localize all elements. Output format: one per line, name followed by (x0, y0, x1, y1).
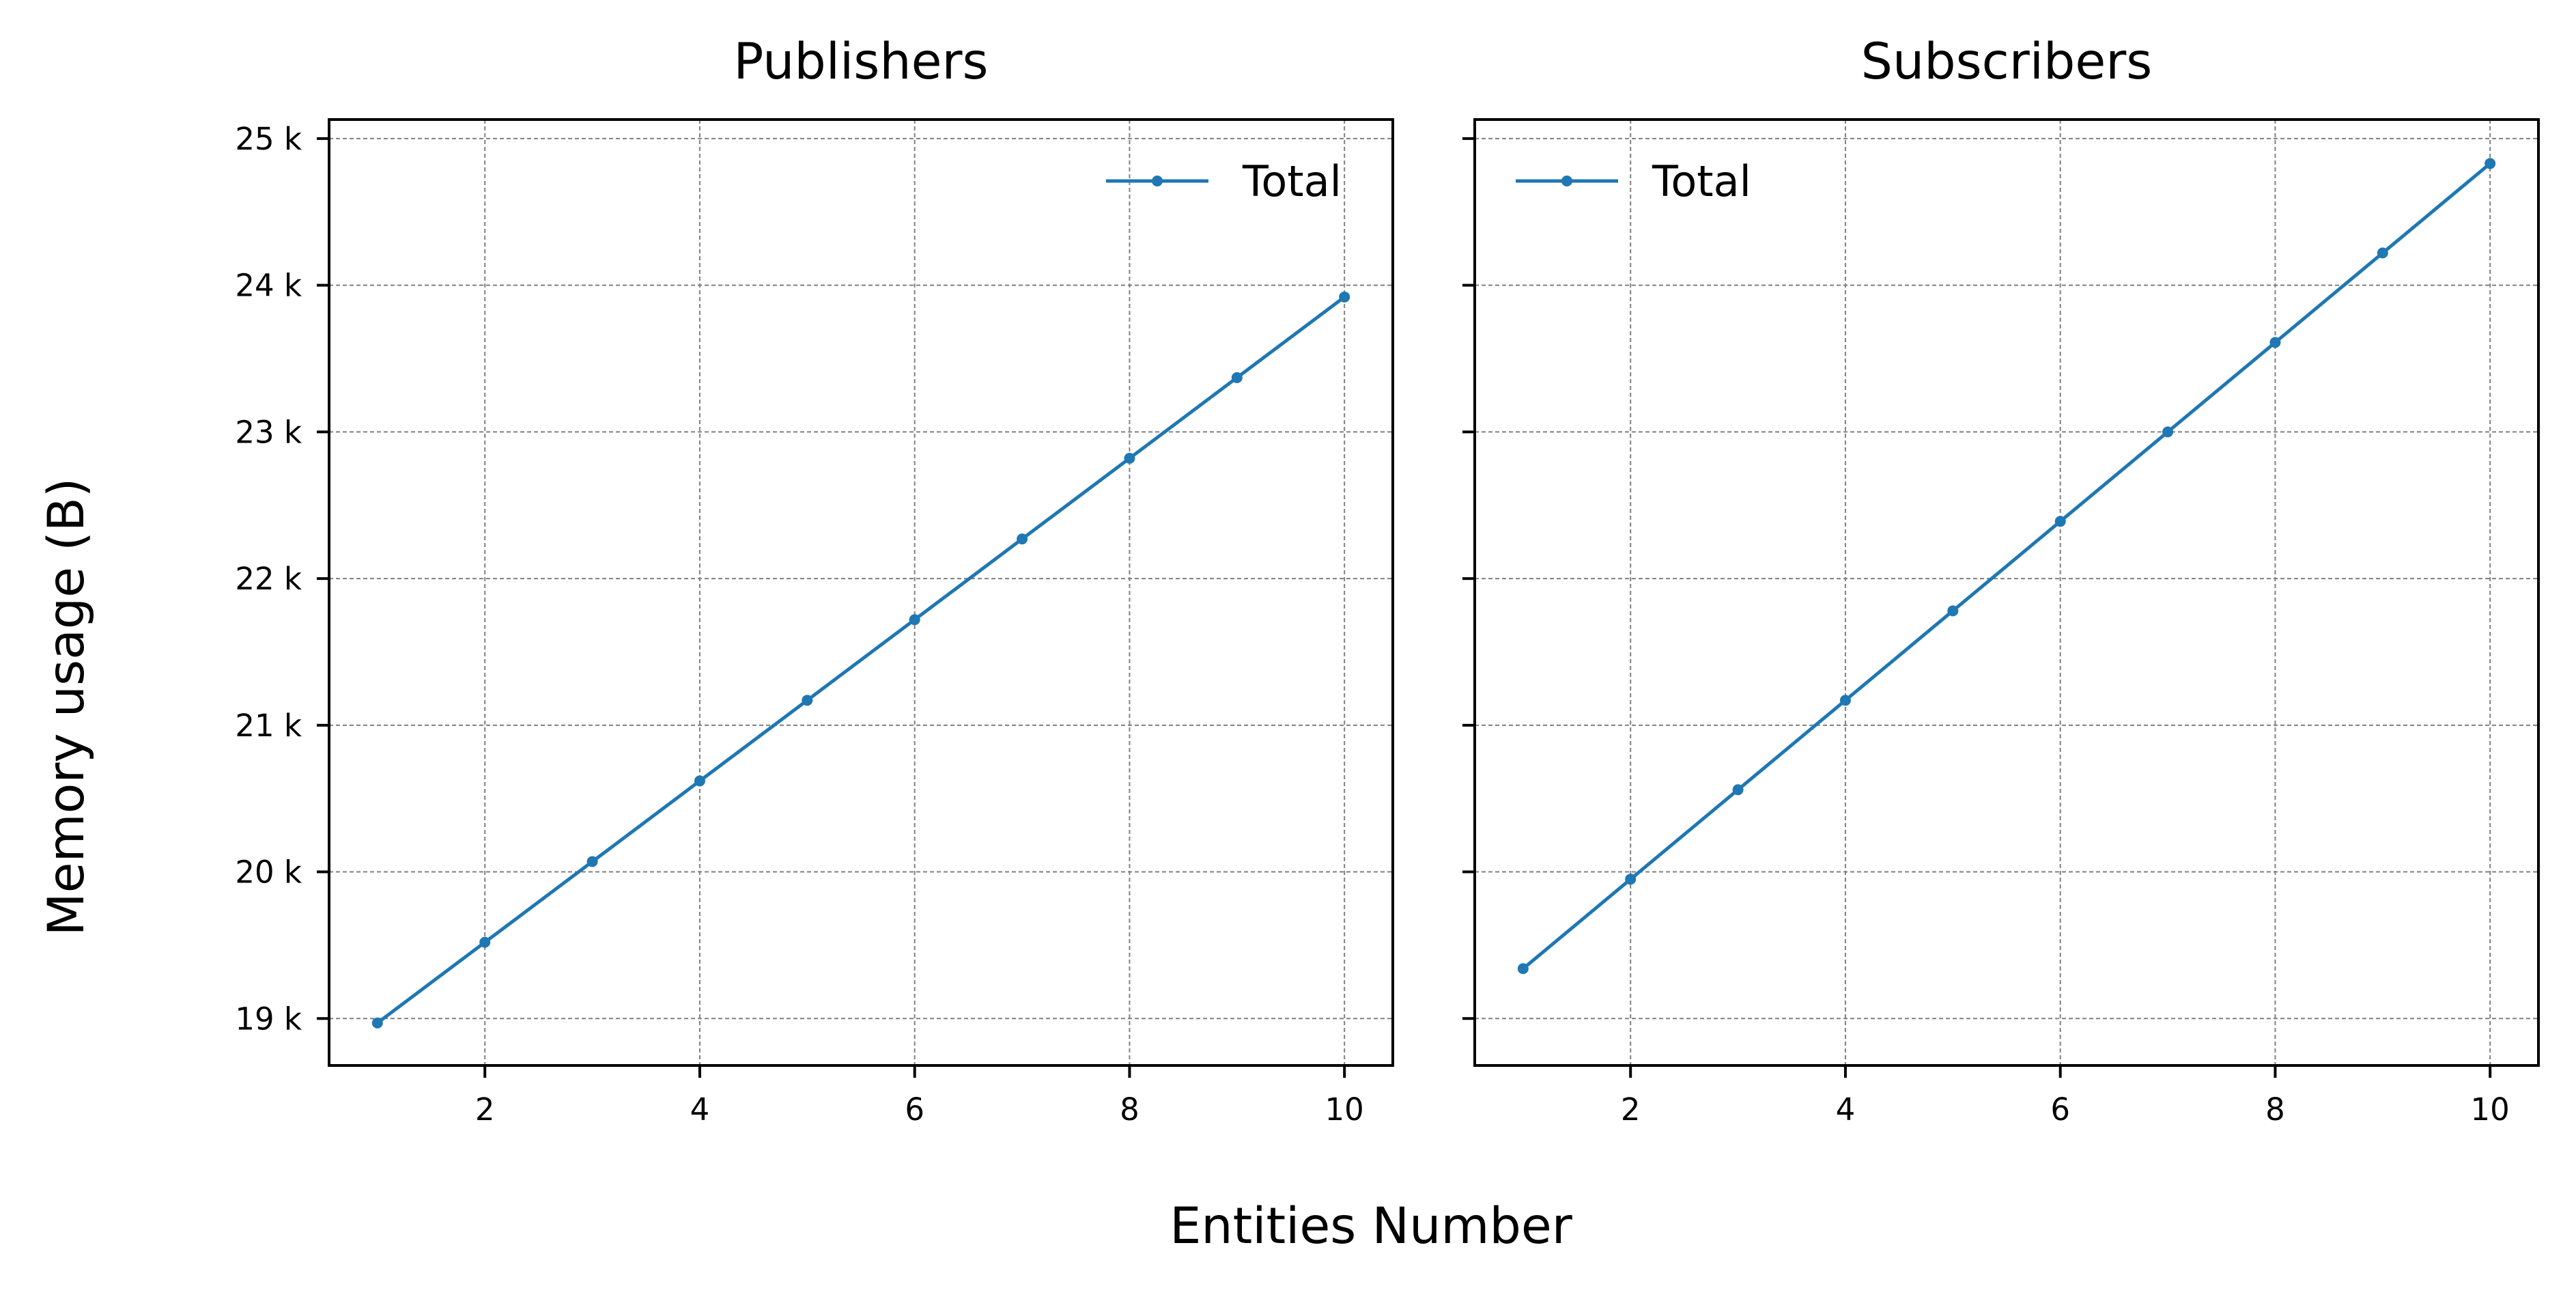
grid-lines (329, 120, 1393, 1065)
axes-frame (328, 118, 1394, 1067)
data-point (371, 1017, 383, 1029)
subscribers-panel: 2 4 6 8 10 Subscribers Total (1462, 33, 2540, 1128)
data-point (1231, 372, 1243, 383)
panel-title: Subscribers (1861, 33, 2153, 91)
data-point (1124, 453, 1135, 464)
data-point (1839, 695, 1851, 706)
x-tick-label: 2 (1621, 1091, 1641, 1128)
y-tick-label: 21 k (235, 708, 302, 744)
legend-label: Total (1242, 156, 1342, 206)
x-tick-label: 8 (2265, 1091, 2285, 1128)
legend-label: Total (1652, 156, 1751, 206)
y-tick-label: 23 k (235, 414, 302, 450)
data-point (586, 856, 598, 867)
data-point (2162, 426, 2174, 438)
data-point (802, 695, 813, 706)
series-layer (1517, 158, 2496, 975)
x-tick-label: 8 (1120, 1091, 1140, 1128)
x-tick-label: 2 (475, 1091, 495, 1128)
x-tick-label: 6 (905, 1091, 924, 1128)
ticks-layer: 2 4 6 8 10 (1462, 137, 2510, 1128)
y-axis-label: Memory usage (B) (38, 478, 96, 936)
x-tick-label: 4 (690, 1091, 710, 1128)
ticks-layer: 2 4 6 8 10 19 k 20 k 21 k 22 k 23 k 24 k 25 k (235, 121, 1363, 1128)
data-point (1732, 784, 1744, 796)
series-line (1522, 162, 2491, 971)
y-tick-label: 25 k (235, 121, 302, 157)
publishers-panel: 2 4 6 8 10 19 k 20 k 21 k 22 k 23 k 24 k 25 k Publi… (235, 33, 1394, 1128)
data-point (479, 936, 491, 948)
data-point (909, 614, 920, 626)
legend: Total (1516, 156, 1751, 206)
y-tick-label: 22 k (235, 561, 302, 597)
data-point (2485, 158, 2496, 169)
x-axis-label: Entities Number (1170, 1197, 1573, 1255)
plot-area (1475, 120, 2538, 1065)
series-line (376, 295, 1346, 1024)
plot-area (329, 120, 1393, 1065)
axes-frame (1473, 118, 2540, 1067)
legend-marker-swatch (1561, 176, 1572, 186)
data-point (1017, 533, 1028, 545)
data-point (1339, 291, 1350, 303)
y-tick-label: 19 k (235, 1001, 302, 1037)
legend-marker-swatch (1152, 176, 1163, 186)
data-point (1517, 963, 1529, 975)
legend: Total (1106, 156, 1342, 206)
data-point (2054, 516, 2066, 527)
data-point (1947, 605, 1959, 617)
data-point (694, 775, 705, 787)
x-tick-label: 6 (2050, 1091, 2070, 1128)
data-point (1625, 874, 1637, 885)
grid-lines (1475, 120, 2538, 1065)
x-tick-label: 4 (1836, 1091, 1856, 1128)
x-tick-label: 10 (1325, 1091, 1364, 1128)
y-tick-label: 20 k (235, 854, 302, 891)
data-point (2269, 337, 2281, 348)
panel-title: Publishers (733, 33, 988, 91)
data-point (2377, 247, 2388, 259)
x-tick-label: 10 (2471, 1091, 2510, 1128)
y-tick-label: 24 k (235, 268, 302, 304)
series-layer (371, 291, 1350, 1029)
